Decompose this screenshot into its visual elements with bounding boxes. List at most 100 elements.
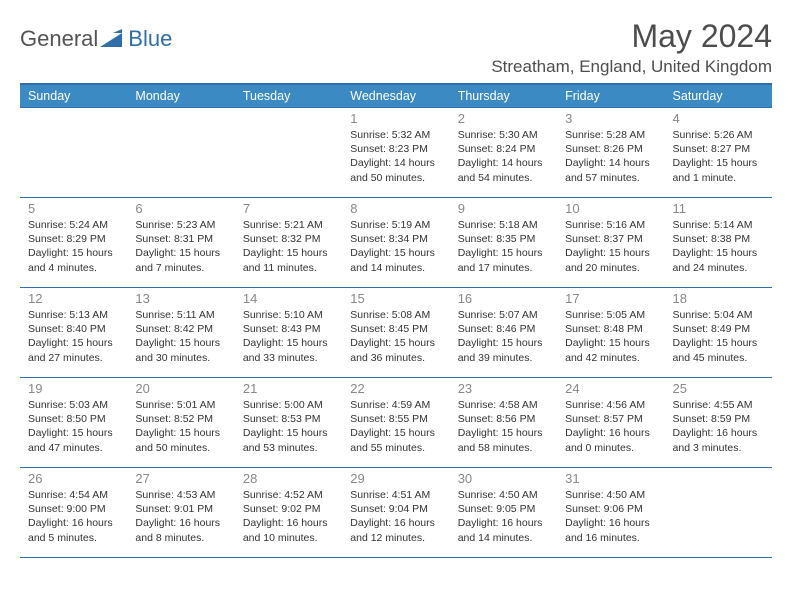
calendar-cell: 18Sunrise: 5:04 AMSunset: 8:49 PMDayligh… bbox=[665, 288, 772, 378]
day-number: 4 bbox=[673, 111, 764, 126]
day-detail: Sunrise: 5:18 AMSunset: 8:35 PMDaylight:… bbox=[458, 218, 549, 275]
daylight-text: Daylight: 16 hours and 5 minutes. bbox=[28, 516, 119, 544]
daylight-text: Daylight: 16 hours and 0 minutes. bbox=[565, 426, 656, 454]
sunrise-text: Sunrise: 5:05 AM bbox=[565, 308, 656, 322]
sunset-text: Sunset: 8:55 PM bbox=[350, 412, 441, 426]
sunrise-text: Sunrise: 4:53 AM bbox=[135, 488, 226, 502]
brand-text-2: Blue bbox=[128, 26, 172, 52]
day-number: 19 bbox=[28, 381, 119, 396]
day-number: 2 bbox=[458, 111, 549, 126]
sunrise-text: Sunrise: 5:19 AM bbox=[350, 218, 441, 232]
daylight-text: Daylight: 16 hours and 8 minutes. bbox=[135, 516, 226, 544]
calendar-cell bbox=[20, 108, 127, 198]
sunrise-text: Sunrise: 5:07 AM bbox=[458, 308, 549, 322]
sunset-text: Sunset: 9:06 PM bbox=[565, 502, 656, 516]
calendar-cell: 7Sunrise: 5:21 AMSunset: 8:32 PMDaylight… bbox=[235, 198, 342, 288]
day-detail: Sunrise: 5:30 AMSunset: 8:24 PMDaylight:… bbox=[458, 128, 549, 185]
sunrise-text: Sunrise: 4:51 AM bbox=[350, 488, 441, 502]
day-detail: Sunrise: 5:24 AMSunset: 8:29 PMDaylight:… bbox=[28, 218, 119, 275]
day-number: 25 bbox=[673, 381, 764, 396]
daylight-text: Daylight: 15 hours and 11 minutes. bbox=[243, 246, 334, 274]
location: Streatham, England, United Kingdom bbox=[491, 57, 772, 77]
sunset-text: Sunset: 8:34 PM bbox=[350, 232, 441, 246]
day-detail: Sunrise: 5:13 AMSunset: 8:40 PMDaylight:… bbox=[28, 308, 119, 365]
daylight-text: Daylight: 14 hours and 50 minutes. bbox=[350, 156, 441, 184]
day-number: 3 bbox=[565, 111, 656, 126]
weekday-header: Saturday bbox=[665, 84, 772, 108]
day-number: 26 bbox=[28, 471, 119, 486]
sunset-text: Sunset: 8:45 PM bbox=[350, 322, 441, 336]
sunset-text: Sunset: 9:04 PM bbox=[350, 502, 441, 516]
sunrise-text: Sunrise: 5:08 AM bbox=[350, 308, 441, 322]
day-number: 22 bbox=[350, 381, 441, 396]
sunrise-text: Sunrise: 5:13 AM bbox=[28, 308, 119, 322]
calendar-cell: 28Sunrise: 4:52 AMSunset: 9:02 PMDayligh… bbox=[235, 468, 342, 558]
calendar-cell: 30Sunrise: 4:50 AMSunset: 9:05 PMDayligh… bbox=[450, 468, 557, 558]
weekday-header: Friday bbox=[557, 84, 664, 108]
day-number: 1 bbox=[350, 111, 441, 126]
sunset-text: Sunset: 9:01 PM bbox=[135, 502, 226, 516]
day-number: 13 bbox=[135, 291, 226, 306]
weekday-header: Tuesday bbox=[235, 84, 342, 108]
sunset-text: Sunset: 9:02 PM bbox=[243, 502, 334, 516]
daylight-text: Daylight: 15 hours and 58 minutes. bbox=[458, 426, 549, 454]
day-number: 29 bbox=[350, 471, 441, 486]
day-number: 21 bbox=[243, 381, 334, 396]
sunset-text: Sunset: 8:52 PM bbox=[135, 412, 226, 426]
day-detail: Sunrise: 4:59 AMSunset: 8:55 PMDaylight:… bbox=[350, 398, 441, 455]
sunset-text: Sunset: 8:48 PM bbox=[565, 322, 656, 336]
day-number: 16 bbox=[458, 291, 549, 306]
sunset-text: Sunset: 8:31 PM bbox=[135, 232, 226, 246]
day-detail: Sunrise: 5:28 AMSunset: 8:26 PMDaylight:… bbox=[565, 128, 656, 185]
calendar-cell: 23Sunrise: 4:58 AMSunset: 8:56 PMDayligh… bbox=[450, 378, 557, 468]
sunrise-text: Sunrise: 5:23 AM bbox=[135, 218, 226, 232]
calendar-cell: 2 Sunrise: 5:30 AMSunset: 8:24 PMDaylight… bbox=[450, 108, 557, 198]
day-detail: Sunrise: 5:26 AMSunset: 8:27 PMDaylight:… bbox=[673, 128, 764, 185]
sunset-text: Sunset: 8:43 PM bbox=[243, 322, 334, 336]
day-number: 23 bbox=[458, 381, 549, 396]
day-detail: Sunrise: 5:14 AMSunset: 8:38 PMDaylight:… bbox=[673, 218, 764, 275]
calendar-cell: 3 Sunrise: 5:28 AMSunset: 8:26 PMDaylight… bbox=[557, 108, 664, 198]
calendar-cell bbox=[127, 108, 234, 198]
day-detail: Sunrise: 5:01 AMSunset: 8:52 PMDaylight:… bbox=[135, 398, 226, 455]
day-number: 27 bbox=[135, 471, 226, 486]
sunrise-text: Sunrise: 5:18 AM bbox=[458, 218, 549, 232]
sunset-text: Sunset: 9:05 PM bbox=[458, 502, 549, 516]
calendar-cell: 13Sunrise: 5:11 AMSunset: 8:42 PMDayligh… bbox=[127, 288, 234, 378]
daylight-text: Daylight: 15 hours and 27 minutes. bbox=[28, 336, 119, 364]
sunset-text: Sunset: 9:00 PM bbox=[28, 502, 119, 516]
calendar-cell bbox=[235, 108, 342, 198]
weekday-header-row: Sunday Monday Tuesday Wednesday Thursday… bbox=[20, 84, 772, 108]
day-detail: Sunrise: 5:03 AMSunset: 8:50 PMDaylight:… bbox=[28, 398, 119, 455]
day-number: 14 bbox=[243, 291, 334, 306]
sunset-text: Sunset: 8:37 PM bbox=[565, 232, 656, 246]
daylight-text: Daylight: 16 hours and 16 minutes. bbox=[565, 516, 656, 544]
calendar-cell: 31Sunrise: 4:50 AMSunset: 9:06 PMDayligh… bbox=[557, 468, 664, 558]
day-detail: Sunrise: 4:56 AMSunset: 8:57 PMDaylight:… bbox=[565, 398, 656, 455]
weekday-header: Monday bbox=[127, 84, 234, 108]
sunset-text: Sunset: 8:26 PM bbox=[565, 142, 656, 156]
day-number: 10 bbox=[565, 201, 656, 216]
weekday-header: Sunday bbox=[20, 84, 127, 108]
day-detail: Sunrise: 5:00 AMSunset: 8:53 PMDaylight:… bbox=[243, 398, 334, 455]
day-detail: Sunrise: 5:19 AMSunset: 8:34 PMDaylight:… bbox=[350, 218, 441, 275]
sunrise-text: Sunrise: 5:26 AM bbox=[673, 128, 764, 142]
day-number: 9 bbox=[458, 201, 549, 216]
day-detail: Sunrise: 4:50 AMSunset: 9:06 PMDaylight:… bbox=[565, 488, 656, 545]
sunrise-text: Sunrise: 5:24 AM bbox=[28, 218, 119, 232]
daylight-text: Daylight: 15 hours and 24 minutes. bbox=[673, 246, 764, 274]
day-detail: Sunrise: 5:05 AMSunset: 8:48 PMDaylight:… bbox=[565, 308, 656, 365]
sunset-text: Sunset: 8:38 PM bbox=[673, 232, 764, 246]
calendar-cell: 19 Sunrise: 5:03 AMSunset: 8:50 PMDayligh… bbox=[20, 378, 127, 468]
sunrise-text: Sunrise: 5:04 AM bbox=[673, 308, 764, 322]
day-number: 8 bbox=[350, 201, 441, 216]
calendar-cell: 25Sunrise: 4:55 AMSunset: 8:59 PMDayligh… bbox=[665, 378, 772, 468]
sunrise-text: Sunrise: 4:54 AM bbox=[28, 488, 119, 502]
calendar-week-row: 19 Sunrise: 5:03 AMSunset: 8:50 PMDayligh… bbox=[20, 378, 772, 468]
sunset-text: Sunset: 8:35 PM bbox=[458, 232, 549, 246]
calendar-cell: 21 Sunrise: 5:00 AMSunset: 8:53 PMDayligh… bbox=[235, 378, 342, 468]
day-number: 6 bbox=[135, 201, 226, 216]
calendar-cell: 22 Sunrise: 4:59 AMSunset: 8:55 PMDayligh… bbox=[342, 378, 449, 468]
brand-mark-icon bbox=[100, 29, 126, 49]
day-detail: Sunrise: 5:32 AMSunset: 8:23 PMDaylight:… bbox=[350, 128, 441, 185]
